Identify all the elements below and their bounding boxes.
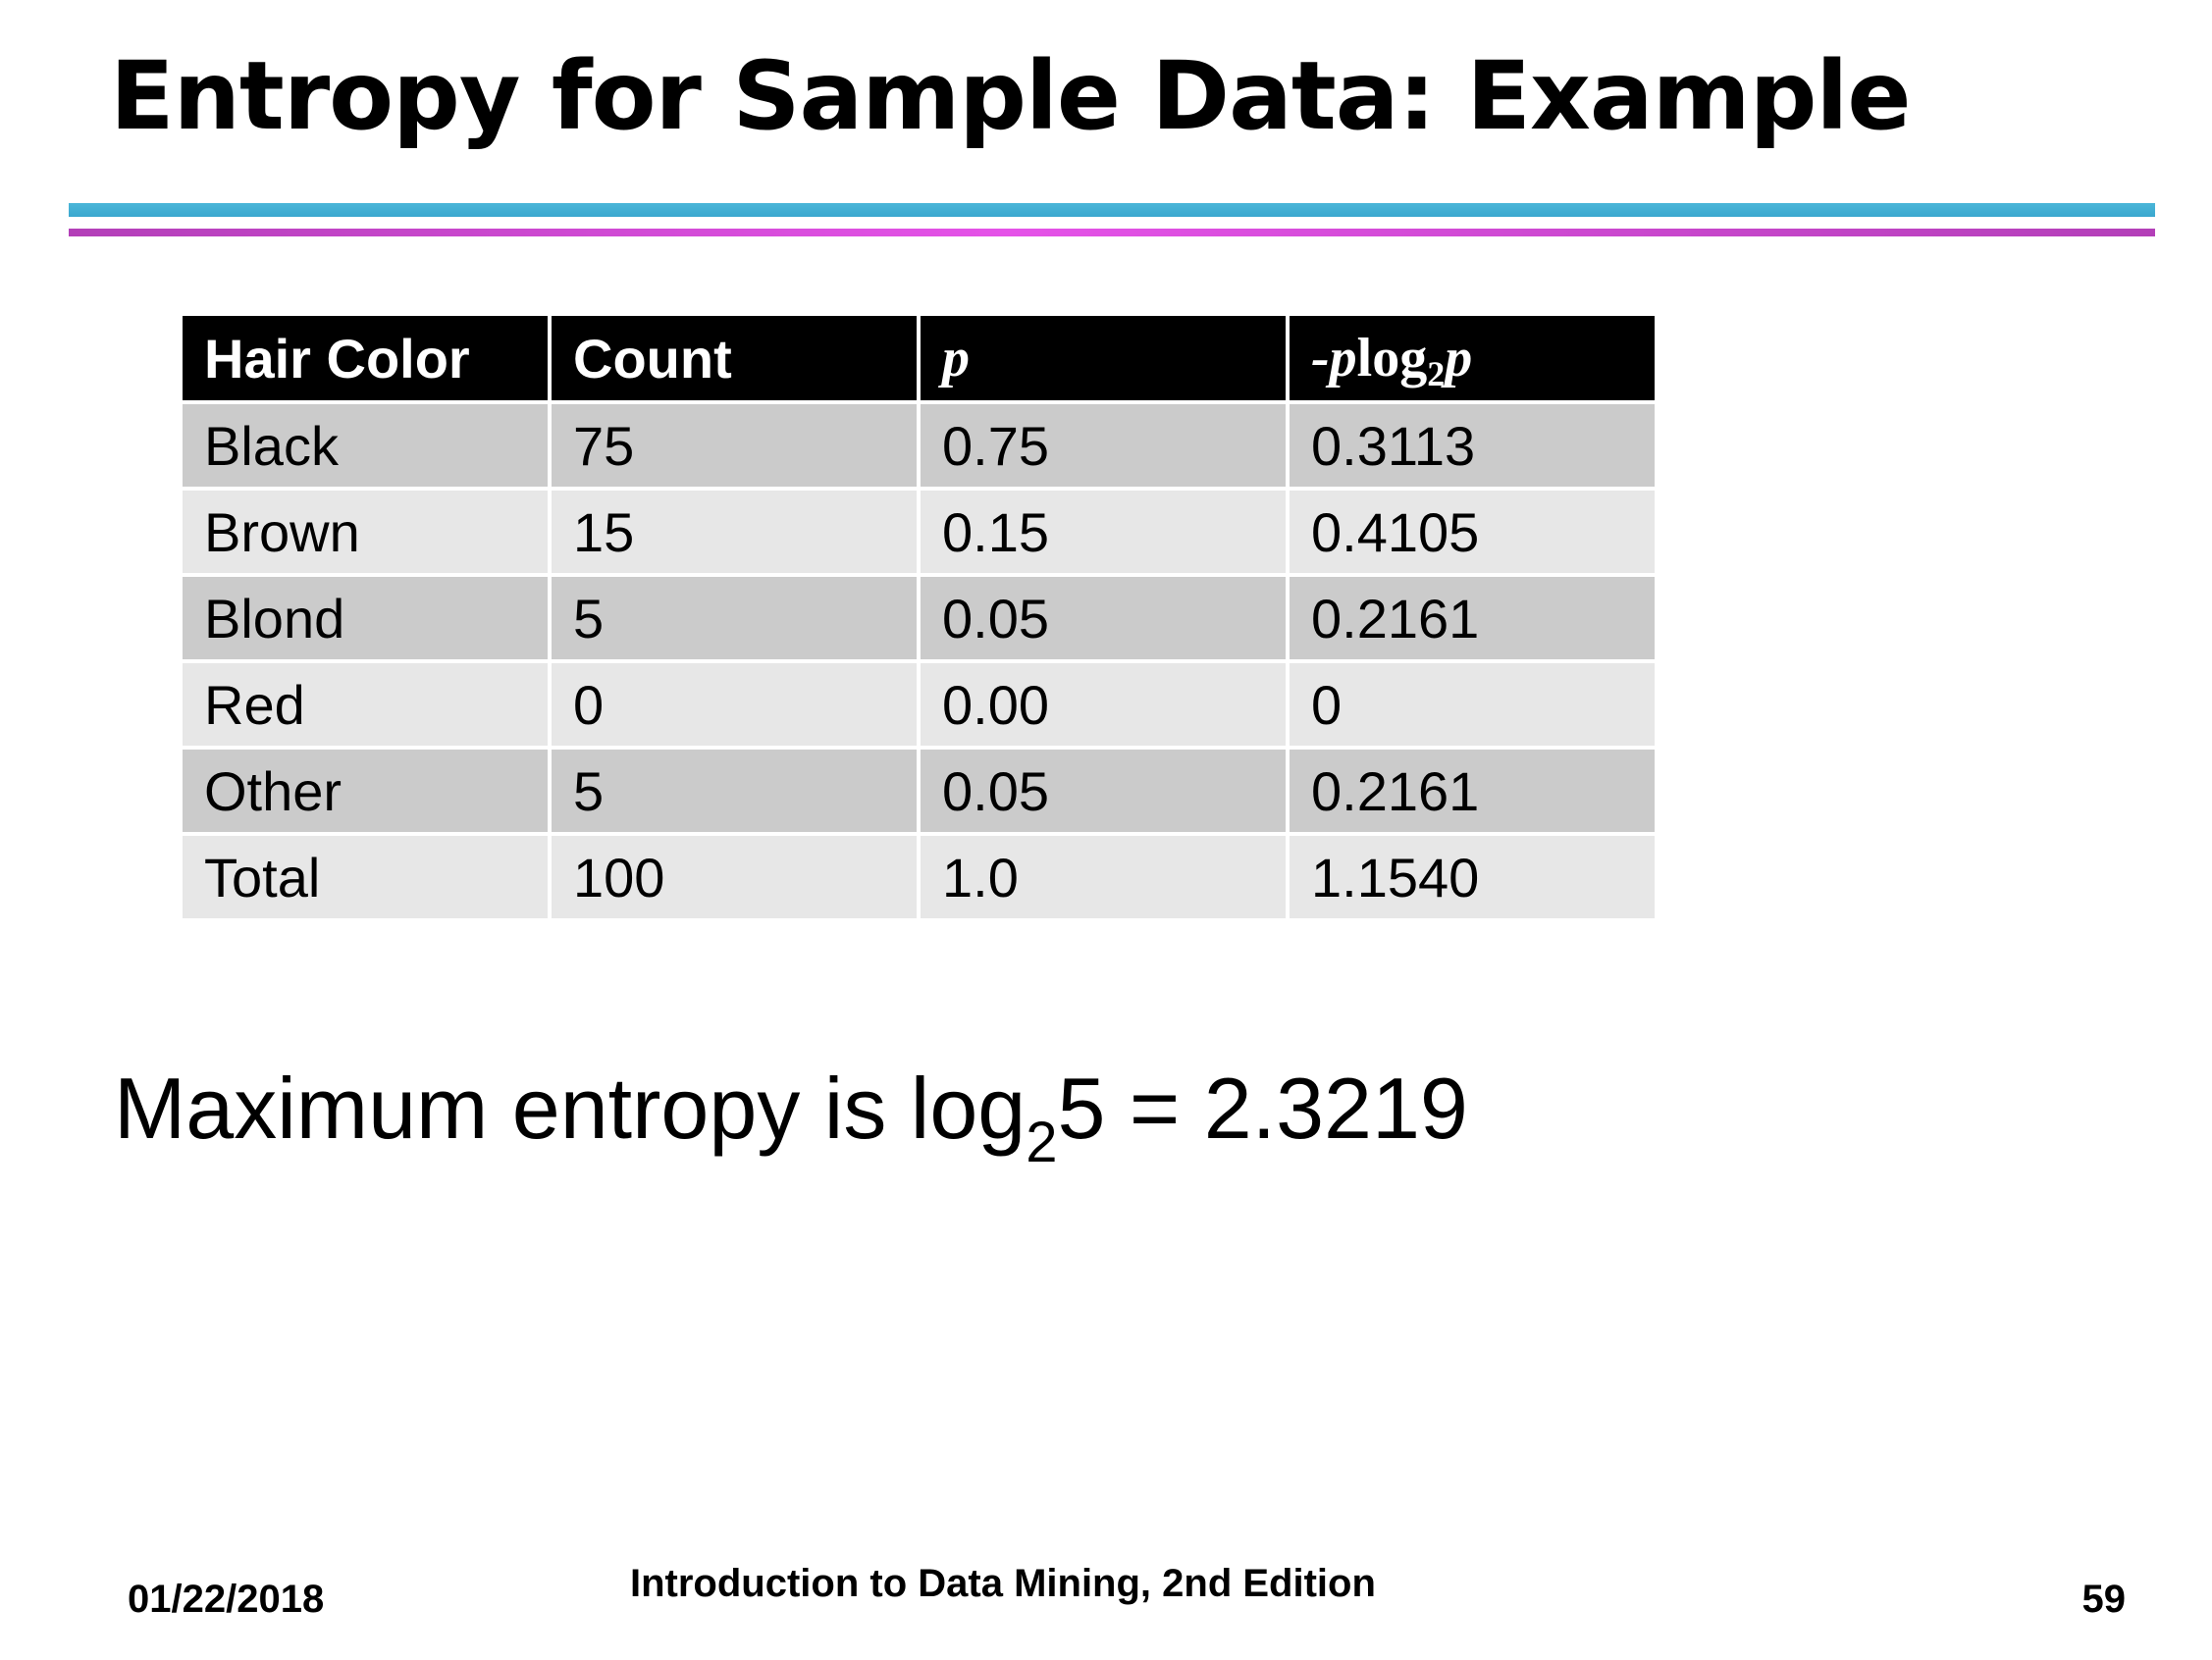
footer-book-title: Introduction to Data Mining, 2nd Edition <box>630 1562 1376 1605</box>
header-hair-color: Hair Color <box>179 312 552 404</box>
cell-p: 0.05 <box>917 573 1290 663</box>
cell-count: 5 <box>548 573 921 663</box>
cell-p: 0.05 <box>917 746 1290 836</box>
cell-p: 1.0 <box>917 832 1290 922</box>
cell-p: 0.75 <box>917 400 1290 491</box>
title-underline-magenta <box>69 229 2155 236</box>
cell-neg-p-log2-p: 0 <box>1286 659 1659 750</box>
cell-hair-color: Total <box>179 832 552 922</box>
cell-hair-color: Brown <box>179 487 552 577</box>
max-entropy-suffix: 5 = 2.3219 <box>1057 1060 1468 1157</box>
table-row: Brown 15 0.15 0.4105 <box>179 487 1659 577</box>
cell-neg-p-log2-p: 0.2161 <box>1286 746 1659 836</box>
cell-hair-color: Other <box>179 746 552 836</box>
cell-neg-p-log2-p: 0.2161 <box>1286 573 1659 663</box>
max-entropy-statement: Maximum entropy is log25 = 2.3219 <box>114 1060 1468 1171</box>
cell-hair-color: Red <box>179 659 552 750</box>
cell-neg-p-log2-p: 1.1540 <box>1286 832 1659 922</box>
cell-p: 0.00 <box>917 659 1290 750</box>
table-row: Black 75 0.75 0.3113 <box>179 400 1659 491</box>
cell-count: 15 <box>548 487 921 577</box>
cell-hair-color: Blond <box>179 573 552 663</box>
cell-count: 100 <box>548 832 921 922</box>
header-p: p <box>917 312 1290 404</box>
max-entropy-log-base: 2 <box>1026 1111 1058 1174</box>
header-log-base: 2 <box>1427 354 1446 393</box>
cell-neg-p-log2-p: 0.3113 <box>1286 400 1659 491</box>
header-log: log <box>1356 328 1428 389</box>
footer-date: 01/22/2018 <box>128 1578 325 1621</box>
table-row: Other 5 0.05 0.2161 <box>179 746 1659 836</box>
table-row: Blond 5 0.05 0.2161 <box>179 573 1659 663</box>
entropy-table: Hair Color Count p -plog2p Black 75 0.75… <box>179 312 1659 922</box>
cell-p: 0.15 <box>917 487 1290 577</box>
cell-count: 5 <box>548 746 921 836</box>
footer-page-number: 59 <box>2081 1578 2127 1621</box>
header-log-arg: p <box>1445 328 1473 389</box>
slide-title: Entropy for Sample Data: Example <box>110 41 1911 151</box>
header-neg-p-log2-p: -plog2p <box>1286 312 1659 404</box>
table-row-total: Total 100 1.0 1.1540 <box>179 832 1659 922</box>
max-entropy-prefix: Maximum entropy is log <box>114 1060 1027 1157</box>
header-neg-p: -p <box>1311 328 1357 389</box>
cell-count: 0 <box>548 659 921 750</box>
title-underline-blue <box>69 203 2155 217</box>
header-count: Count <box>548 312 921 404</box>
table-header-row: Hair Color Count p -plog2p <box>179 312 1659 404</box>
cell-neg-p-log2-p: 0.4105 <box>1286 487 1659 577</box>
table-row: Red 0 0.00 0 <box>179 659 1659 750</box>
cell-hair-color: Black <box>179 400 552 491</box>
cell-count: 75 <box>548 400 921 491</box>
